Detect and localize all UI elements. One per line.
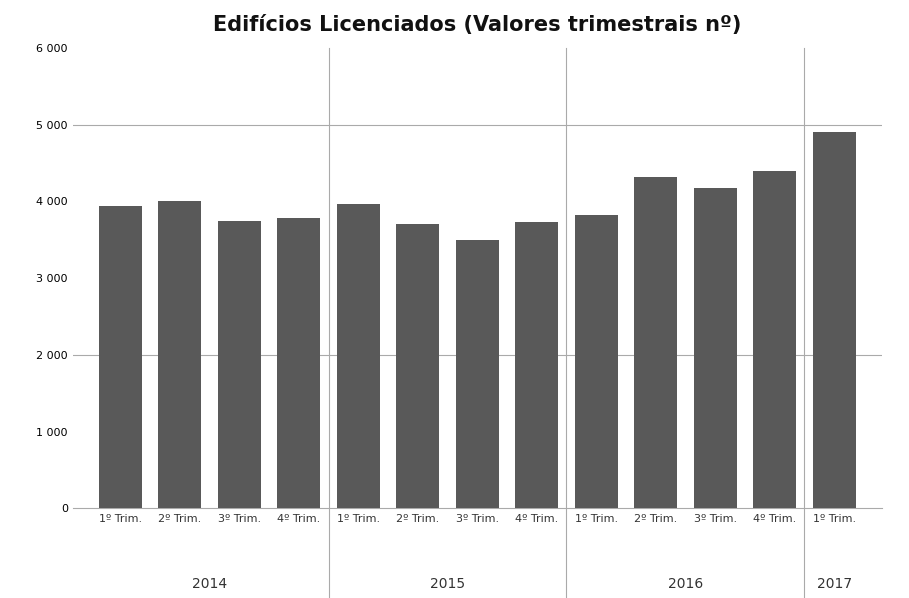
Bar (515, 222, 558, 508)
Bar (337, 205, 380, 508)
Text: 2015: 2015 (430, 577, 465, 591)
Bar (634, 177, 677, 508)
Text: 2016: 2016 (668, 577, 703, 591)
Bar (396, 224, 439, 508)
Bar (158, 202, 201, 508)
Title: Edifícios Licenciados (Valores trimestrais nº): Edifícios Licenciados (Valores trimestra… (213, 15, 742, 35)
Text: 2014: 2014 (192, 577, 227, 591)
Bar (277, 218, 320, 508)
Bar (574, 215, 617, 508)
Bar (455, 240, 499, 508)
Bar (694, 188, 736, 508)
Bar (99, 206, 142, 508)
Bar (218, 221, 261, 508)
Bar (754, 172, 796, 508)
Text: 2017: 2017 (816, 577, 852, 591)
Bar (813, 132, 855, 508)
